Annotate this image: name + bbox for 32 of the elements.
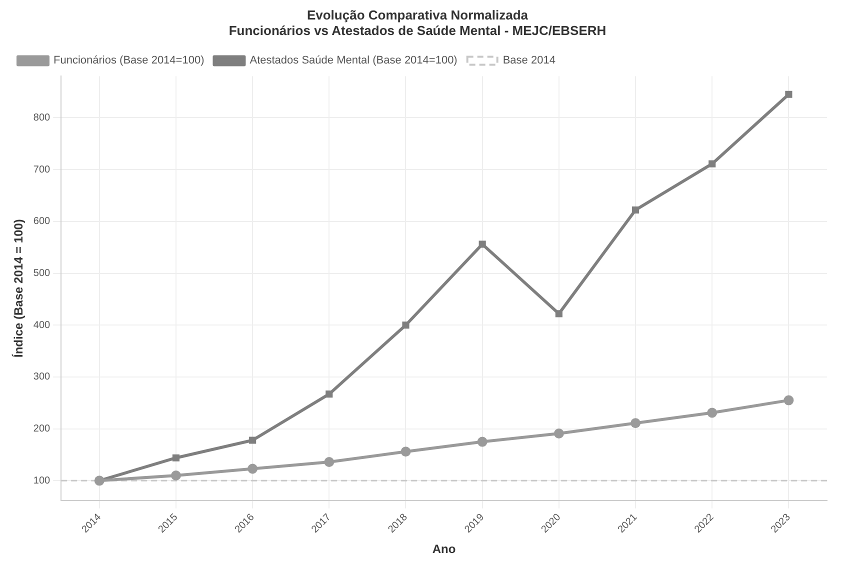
- point: [249, 436, 256, 444]
- y-tick-label: 500: [33, 268, 51, 280]
- legend-label: Funcionários (Base 2014=100): [54, 54, 204, 67]
- point: [632, 206, 640, 214]
- point: [555, 310, 562, 318]
- y-tick-label: 400: [33, 320, 51, 331]
- y-tick-label: 800: [33, 112, 51, 124]
- point: [554, 428, 564, 438]
- point: [324, 457, 334, 468]
- point: [478, 240, 486, 248]
- point: [402, 322, 410, 329]
- point: [326, 390, 333, 398]
- point: [784, 395, 794, 406]
- y-tick-label: 300: [33, 372, 51, 383]
- point: [707, 408, 718, 418]
- y-axis-title: Índice (Base 2014 = 100): [12, 219, 26, 358]
- legend-label: Base 2014: [502, 54, 556, 67]
- legend-label: Atestados Saúde Mental (Base 2014=100): [250, 54, 458, 67]
- y-tick-label: 100: [33, 475, 51, 486]
- point: [477, 436, 488, 447]
- point: [785, 90, 792, 98]
- point: [248, 464, 258, 474]
- y-tick-label: 200: [33, 424, 51, 435]
- chart-title: Evolução Comparativa Normalizada Funcionários vs Atestados de Saúde Mental - MEJC/EBSERH: [228, 7, 606, 38]
- y-tick-label: 600: [33, 216, 51, 228]
- point: [172, 454, 180, 462]
- point: [170, 470, 181, 480]
- x-axis-title: Ano: [432, 542, 456, 556]
- point: [708, 160, 716, 168]
- point: [630, 418, 641, 428]
- point: [400, 446, 411, 457]
- y-tick-label: 700: [33, 164, 51, 176]
